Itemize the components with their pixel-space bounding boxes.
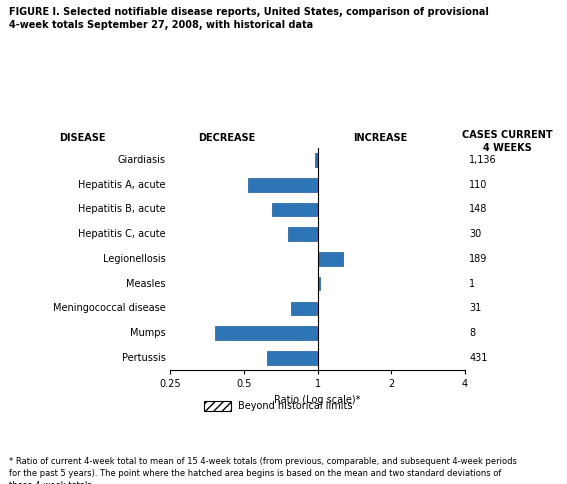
X-axis label: Ratio (Log scale)*: Ratio (Log scale)* — [274, 395, 361, 405]
Text: INCREASE: INCREASE — [353, 133, 407, 143]
Text: 110: 110 — [469, 180, 488, 190]
Text: 4 WEEKS: 4 WEEKS — [483, 143, 532, 153]
Bar — [289, 227, 318, 241]
Text: Beyond historical limits: Beyond historical limits — [238, 401, 353, 411]
Text: FIGURE I. Selected notifiable disease reports, United States, comparison of prov: FIGURE I. Selected notifiable disease re… — [9, 7, 488, 30]
Bar — [318, 277, 320, 290]
Text: Legionellosis: Legionellosis — [103, 254, 166, 264]
Bar — [215, 326, 318, 340]
Text: 30: 30 — [469, 229, 481, 239]
Text: * Ratio of current 4-week total to mean of 15 4-week totals (from previous, comp: * Ratio of current 4-week total to mean … — [9, 457, 517, 484]
Bar — [272, 203, 318, 216]
Text: 1: 1 — [469, 279, 476, 288]
Text: 8: 8 — [469, 328, 476, 338]
Text: DECREASE: DECREASE — [198, 133, 255, 143]
Text: Hepatitis A, acute: Hepatitis A, acute — [78, 180, 166, 190]
Bar — [266, 351, 318, 365]
Text: 1,136: 1,136 — [469, 155, 497, 165]
Bar — [315, 153, 318, 167]
Text: CASES CURRENT: CASES CURRENT — [462, 130, 553, 140]
Text: Mumps: Mumps — [130, 328, 166, 338]
Text: Hepatitis B, acute: Hepatitis B, acute — [78, 204, 166, 214]
Text: 31: 31 — [469, 303, 481, 314]
Text: 148: 148 — [469, 204, 488, 214]
Bar — [318, 252, 343, 266]
Text: 431: 431 — [469, 353, 488, 363]
Text: DISEASE: DISEASE — [59, 133, 105, 143]
Bar — [248, 178, 318, 192]
Bar — [291, 302, 318, 315]
Text: Giardiasis: Giardiasis — [118, 155, 166, 165]
Text: Hepatitis C, acute: Hepatitis C, acute — [78, 229, 166, 239]
Text: Pertussis: Pertussis — [122, 353, 166, 363]
Text: Measles: Measles — [126, 279, 166, 288]
Text: Meningococcal disease: Meningococcal disease — [53, 303, 166, 314]
Text: 189: 189 — [469, 254, 488, 264]
